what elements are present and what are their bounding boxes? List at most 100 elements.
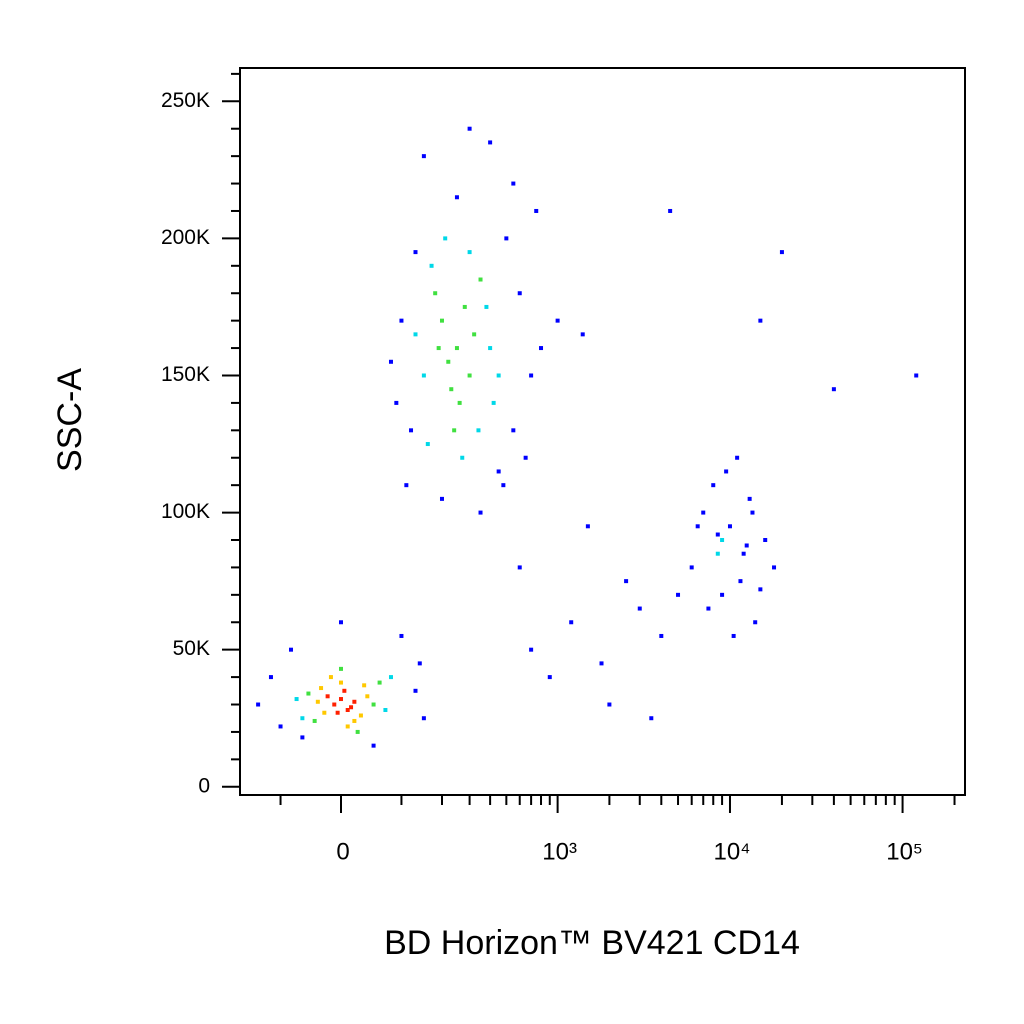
event-dot bbox=[517, 291, 522, 296]
event-dot bbox=[720, 538, 725, 543]
event-dot bbox=[335, 710, 340, 715]
event-dot bbox=[355, 729, 360, 734]
y-tick-label: 250K bbox=[161, 89, 210, 112]
event-dot bbox=[312, 718, 317, 723]
event-dot bbox=[701, 510, 706, 515]
event-dot bbox=[735, 455, 740, 460]
event-dot bbox=[325, 694, 330, 699]
event-dot bbox=[452, 428, 457, 433]
event-dot bbox=[744, 543, 749, 548]
event-dot bbox=[328, 675, 333, 680]
event-dot bbox=[637, 606, 642, 611]
event-dot bbox=[443, 236, 448, 241]
event-dot bbox=[377, 680, 382, 685]
event-dot bbox=[352, 718, 357, 723]
event-dot bbox=[484, 304, 489, 309]
event-dot bbox=[294, 697, 299, 702]
event-dot bbox=[555, 318, 560, 323]
event-dot bbox=[478, 510, 483, 515]
event-dot bbox=[338, 666, 343, 671]
event-dot bbox=[300, 716, 305, 721]
event-dot bbox=[599, 661, 604, 666]
event-dot bbox=[425, 442, 430, 447]
event-dot bbox=[758, 587, 763, 592]
x-tick-label: 10⁵ bbox=[886, 838, 923, 865]
event-dot bbox=[362, 683, 367, 688]
event-dot bbox=[421, 716, 426, 721]
event-dot bbox=[446, 359, 451, 364]
event-dot bbox=[715, 532, 720, 537]
y-axis-title: SSC-A bbox=[51, 368, 89, 472]
event-dot bbox=[695, 524, 700, 529]
event-dot bbox=[488, 346, 493, 351]
x-tick-label: 10⁴ bbox=[713, 838, 750, 865]
event-dot bbox=[649, 716, 654, 721]
x-axis-title: BD Horizon™ BV421 CD14 bbox=[384, 924, 800, 962]
event-dot bbox=[914, 373, 919, 378]
event-dot bbox=[413, 332, 418, 337]
event-dot bbox=[388, 675, 393, 680]
event-dot bbox=[421, 154, 426, 159]
event-dot bbox=[534, 208, 539, 213]
event-dot bbox=[750, 510, 755, 515]
event-dot bbox=[624, 579, 629, 584]
event-dot bbox=[488, 140, 493, 145]
event-dot bbox=[478, 277, 483, 282]
event-dot bbox=[580, 332, 585, 337]
event-dot bbox=[365, 694, 370, 699]
event-dot bbox=[439, 318, 444, 323]
event-dot bbox=[496, 469, 501, 474]
event-dot bbox=[460, 455, 465, 460]
event-dot bbox=[724, 469, 729, 474]
event-dot bbox=[436, 346, 441, 351]
event-dot bbox=[345, 708, 350, 713]
event-dot bbox=[504, 236, 509, 241]
event-dot bbox=[511, 428, 516, 433]
event-dot bbox=[738, 579, 743, 584]
event-dot bbox=[300, 735, 305, 740]
event-dot bbox=[338, 620, 343, 625]
event-dot bbox=[358, 713, 363, 718]
x-tick-label: 10³ bbox=[542, 838, 577, 865]
event-dot bbox=[758, 318, 763, 323]
event-dot bbox=[779, 250, 784, 255]
event-dot bbox=[753, 620, 758, 625]
event-dot bbox=[399, 633, 404, 638]
event-dot bbox=[399, 318, 404, 323]
event-dot bbox=[529, 647, 534, 652]
plot-frame bbox=[239, 67, 966, 796]
event-dot bbox=[345, 724, 350, 729]
event-dot bbox=[319, 686, 324, 691]
event-dot bbox=[404, 483, 409, 488]
event-dot bbox=[607, 702, 612, 707]
event-dot bbox=[523, 455, 528, 460]
event-dot bbox=[668, 208, 673, 213]
event-dot bbox=[256, 702, 261, 707]
event-dot bbox=[417, 661, 422, 666]
event-dot bbox=[268, 675, 273, 680]
event-dot bbox=[457, 400, 462, 405]
event-dot bbox=[322, 710, 327, 715]
event-dot bbox=[421, 373, 426, 378]
event-dot bbox=[747, 496, 752, 501]
event-dot bbox=[429, 263, 434, 268]
event-dot bbox=[741, 551, 746, 556]
event-dot bbox=[338, 680, 343, 685]
event-dot bbox=[409, 428, 414, 433]
event-dot bbox=[454, 346, 459, 351]
event-dot bbox=[529, 373, 534, 378]
event-dot bbox=[472, 332, 477, 337]
event-dot bbox=[727, 524, 732, 529]
event-dot bbox=[720, 592, 725, 597]
event-dot bbox=[413, 688, 418, 693]
event-dot bbox=[491, 400, 496, 405]
event-dot bbox=[476, 428, 481, 433]
x-tick-label: 0 bbox=[336, 838, 349, 865]
y-tick-label: 0 bbox=[198, 774, 210, 797]
event-dot bbox=[467, 250, 472, 255]
event-dot bbox=[831, 387, 836, 392]
event-dot bbox=[731, 633, 736, 638]
event-dot bbox=[711, 483, 716, 488]
event-dot bbox=[439, 496, 444, 501]
